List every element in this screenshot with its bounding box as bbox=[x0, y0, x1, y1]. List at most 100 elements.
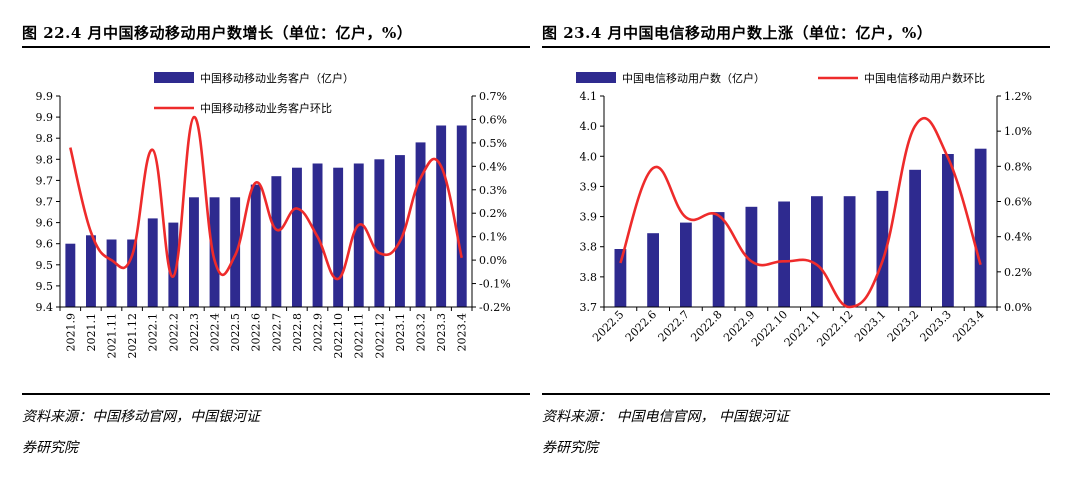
x-tick-label: 2022.12 bbox=[373, 313, 386, 359]
bar-2023.3 bbox=[436, 125, 447, 307]
y-left-tick-label: 3.9 bbox=[580, 211, 598, 224]
x-tick-label: 2023.4 bbox=[950, 308, 986, 344]
x-tick-label: 2023.1 bbox=[394, 313, 407, 352]
x-tick-label: 2021.1 bbox=[85, 313, 98, 352]
legend-bar-swatch bbox=[154, 72, 194, 83]
y-left-tick-label: 9.9 bbox=[36, 111, 54, 124]
bar-2023.1 bbox=[876, 190, 889, 307]
y-left-tick-label: 9.7 bbox=[36, 196, 54, 209]
y-right-tick-label: 0.5% bbox=[479, 137, 507, 150]
bar-2022.6 bbox=[647, 233, 659, 307]
y-right-tick-label: 0.8% bbox=[1004, 160, 1032, 173]
y-left-tick-label: 9.5 bbox=[36, 280, 54, 293]
y-right-tick-label: 0.3% bbox=[479, 184, 507, 197]
x-tick-label: 2022.11 bbox=[353, 313, 366, 359]
y-right-tick-label: 0.6% bbox=[1004, 196, 1032, 209]
x-tick-label: 2023.1 bbox=[852, 308, 888, 344]
bar-2022.8 bbox=[712, 212, 725, 307]
x-tick-label: 2022.10 bbox=[332, 313, 345, 359]
line-series bbox=[619, 117, 982, 309]
legend-bar-label: 中国移动移动业务客户（亿户） bbox=[200, 71, 354, 85]
bar-2022.3 bbox=[189, 197, 199, 307]
y-right-tick-label: 0.2% bbox=[479, 207, 507, 220]
bar-2021.1 bbox=[86, 235, 96, 307]
bar-2022.11 bbox=[811, 196, 823, 307]
x-tick-label: 2022.6 bbox=[250, 313, 263, 352]
y-right-tick-label: 0.2% bbox=[1004, 266, 1032, 279]
y-left-tick-label: 9.8 bbox=[36, 153, 54, 166]
source-rule bbox=[542, 393, 1050, 395]
x-tick-label: 2022.8 bbox=[291, 313, 304, 352]
source-line-2: 券研究院 bbox=[22, 440, 78, 456]
y-left-tick-label: 9.7 bbox=[36, 174, 54, 187]
bar-2021.12 bbox=[127, 239, 138, 307]
y-left-tick-label: 3.7 bbox=[580, 301, 598, 314]
legend-bar-swatch bbox=[576, 72, 616, 83]
x-tick-label: 2023.2 bbox=[415, 313, 428, 352]
bar-2023.3 bbox=[942, 154, 954, 307]
x-tick-label: 2023.3 bbox=[435, 313, 448, 352]
bar-2022.12 bbox=[374, 159, 385, 307]
bar-2022.7 bbox=[680, 222, 692, 307]
bar-2022.8 bbox=[292, 167, 302, 307]
y-right-tick-label: 0.0% bbox=[479, 254, 507, 267]
x-tick-label: 2023.4 bbox=[456, 313, 469, 352]
chart-panel-china-mobile: 图 22.4 月中国移动移动用户数增长（单位：亿户，%） 9.4 9.5 9.5 9.… bbox=[22, 0, 542, 485]
y-left-tick-label: 4.0 bbox=[580, 120, 598, 133]
chart-china-telecom: 3.7 3.8 3.8 3.9 3.9 4.0 4.0 4.1 0.0% 0.2% 0.4% 0.6%… bbox=[576, 71, 1032, 349]
x-tick-label: 2022.2 bbox=[167, 313, 180, 352]
x-tick-label: 2022.8 bbox=[688, 308, 724, 344]
bar-2022.6 bbox=[250, 184, 261, 307]
y-right-tick-label: -0.2% bbox=[479, 301, 511, 314]
x-tick-label: 2021.12 bbox=[126, 313, 139, 359]
bar-2022.4 bbox=[209, 197, 220, 307]
y-right-tick-label: 0.0% bbox=[1004, 301, 1032, 314]
figure-title: 图 22.4 月中国移动移动用户数增长（单位：亿户，%） bbox=[22, 24, 413, 42]
title-rule bbox=[22, 46, 530, 48]
source-note: 资料来源： 中国电信官网， 中国银河证 券研究院 bbox=[542, 402, 789, 464]
title-rule bbox=[542, 46, 1050, 48]
bar-2021.9 bbox=[65, 243, 76, 307]
bar-2021.11 bbox=[106, 239, 117, 307]
y-right-tick-label: 0.1% bbox=[479, 231, 507, 244]
source-line-2: 券研究院 bbox=[542, 440, 598, 456]
bar-2022.9 bbox=[745, 206, 758, 307]
source-note: 资料来源：中国移动官网，中国银河证 券研究院 bbox=[22, 402, 260, 464]
y-left-tick-label: 3.9 bbox=[580, 180, 598, 193]
line-series bbox=[69, 115, 463, 281]
bar-2023.4 bbox=[974, 148, 987, 307]
bar-2023.2 bbox=[415, 142, 426, 307]
legend-bar-label: 中国电信移动用户数（亿户） bbox=[622, 71, 765, 85]
bar-2022.12 bbox=[843, 196, 856, 307]
y-left-tick-label: 9.8 bbox=[36, 132, 54, 145]
y-right-tick-label: 0.4% bbox=[1004, 231, 1032, 244]
x-tick-label: 2023.3 bbox=[918, 308, 954, 344]
bar-2022.2 bbox=[168, 222, 179, 307]
source-line-1: 资料来源： 中国电信官网， 中国银河证 bbox=[542, 409, 789, 425]
bar-2022.11 bbox=[353, 163, 364, 307]
y-right-tick-label: 0.6% bbox=[479, 113, 507, 126]
y-right-tick-label: 1.0% bbox=[1004, 125, 1032, 138]
x-tick-label: 2022.4 bbox=[209, 313, 222, 352]
x-tick-label: 2022.12 bbox=[814, 308, 855, 349]
y-left-tick-label: 9.5 bbox=[36, 259, 54, 272]
x-tick-label: 2022.9 bbox=[312, 313, 325, 352]
source-rule bbox=[22, 393, 530, 395]
x-tick-label: 2022.6 bbox=[623, 308, 659, 344]
bar-2022.1 bbox=[147, 218, 158, 307]
legend-line-label: 中国电信移动用户数环比 bbox=[864, 71, 985, 85]
bar-2022.5 bbox=[614, 249, 627, 307]
x-tick-label: 2022.3 bbox=[188, 313, 201, 352]
legend-line-label: 中国移动移动业务客户环比 bbox=[200, 101, 332, 115]
source-line-1: 资料来源：中国移动官网，中国银河证 bbox=[22, 409, 260, 425]
bar-2023.2 bbox=[909, 169, 921, 307]
y-left-tick-label: 3.8 bbox=[580, 241, 598, 254]
x-tick-label: 2021.11 bbox=[106, 313, 119, 359]
x-tick-label: 2022.1 bbox=[147, 313, 160, 352]
x-tick-label: 2023.2 bbox=[885, 308, 921, 344]
y-left-tick-label: 9.4 bbox=[36, 301, 54, 314]
bar-2022.10 bbox=[778, 201, 790, 307]
bar-2023.4 bbox=[456, 125, 467, 307]
figure-title: 图 23.4 月中国电信移动用户数上涨（单位：亿户，%） bbox=[542, 24, 933, 42]
y-left-tick-label: 9.6 bbox=[36, 238, 54, 251]
